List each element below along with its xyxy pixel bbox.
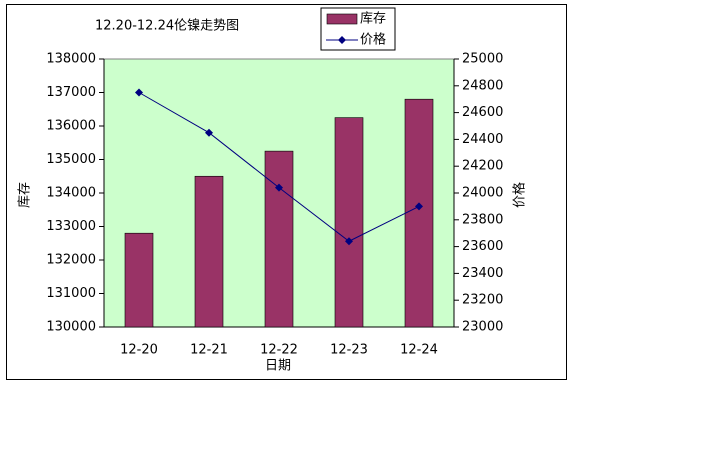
y2-tick-label: 25000 xyxy=(462,52,503,67)
chart-title: 12.20-12.24伦镍走势图 xyxy=(95,18,239,34)
y-tick-label: 138000 xyxy=(46,52,96,67)
y2-tick-label: 23200 xyxy=(462,293,503,308)
price-marker xyxy=(135,88,143,97)
price-marker xyxy=(275,183,283,192)
y-axis-label: 库存 xyxy=(17,182,33,208)
y2-tick-label: 23400 xyxy=(462,266,503,281)
price-marker xyxy=(415,202,423,211)
y2-tick-label: 24000 xyxy=(462,186,503,201)
y-tick-label: 132000 xyxy=(46,253,96,268)
y2-tick-label: 24200 xyxy=(462,159,503,174)
y2-tick-label: 23600 xyxy=(462,239,503,254)
legend-swatch xyxy=(326,13,358,25)
bar xyxy=(404,98,434,328)
price-marker xyxy=(205,128,213,137)
x-tick-label: 12-24 xyxy=(400,343,438,358)
y-tick-label: 135000 xyxy=(46,152,96,167)
x-axis-label: 日期 xyxy=(265,359,291,374)
x-tick-label: 12-23 xyxy=(330,343,368,358)
y2-axis-label: 价格 xyxy=(512,182,528,208)
bar xyxy=(194,175,224,328)
y-tick-label: 134000 xyxy=(46,186,96,201)
price-marker xyxy=(345,237,353,246)
y-tick-label: 133000 xyxy=(46,219,96,234)
legend-marker xyxy=(338,36,346,44)
bar xyxy=(334,117,364,328)
legend-label: 价格 xyxy=(360,32,386,48)
legend-label: 库存 xyxy=(360,11,386,27)
x-tick-label: 12-22 xyxy=(260,343,298,358)
y-tick-label: 136000 xyxy=(46,119,96,134)
y-tick-label: 131000 xyxy=(46,286,96,301)
y2-tick-label: 23000 xyxy=(462,320,503,335)
y2-tick-label: 24400 xyxy=(462,132,503,147)
bar xyxy=(264,150,294,328)
x-tick-label: 12-20 xyxy=(120,343,158,358)
bar xyxy=(124,232,154,328)
x-tick-label: 12-21 xyxy=(190,343,228,358)
y2-tick-label: 24600 xyxy=(462,105,503,120)
y2-tick-label: 23800 xyxy=(462,212,503,227)
y-tick-label: 130000 xyxy=(46,320,96,335)
y-tick-label: 137000 xyxy=(46,85,96,100)
y2-tick-label: 24800 xyxy=(462,78,503,93)
